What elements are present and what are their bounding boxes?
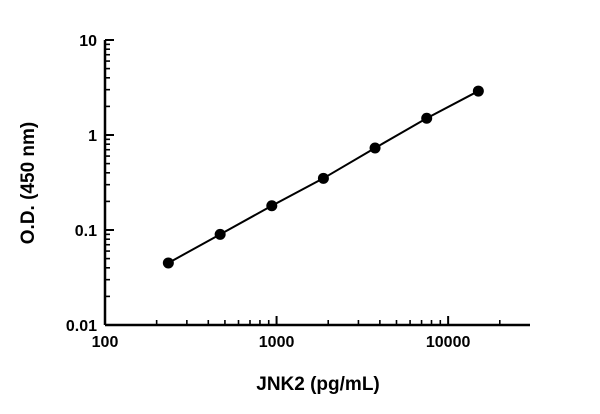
data-point <box>472 85 484 97</box>
x-tick-label: 100 <box>92 334 119 351</box>
data-point <box>266 200 278 212</box>
y-tick-label: 10 <box>79 33 97 50</box>
y-axis-title: O.D. (450 nm) <box>18 122 39 244</box>
series-layer <box>162 85 484 269</box>
x-axis-title: JNK2 (pg/mL) <box>256 374 380 395</box>
y-tick-label: 1 <box>88 128 97 145</box>
axes-layer: 100 1000 10000 0.01 0.1 1 10 <box>66 33 530 351</box>
y-tick-label: 0.1 <box>75 223 97 240</box>
data-point <box>421 112 433 124</box>
data-point <box>214 228 226 240</box>
x-tick-label: 10000 <box>426 334 471 351</box>
data-point <box>317 172 329 184</box>
data-point <box>162 257 174 269</box>
y-tick-label: 0.01 <box>66 318 97 335</box>
x-tick-label: 1000 <box>259 334 295 351</box>
data-point <box>369 142 381 154</box>
